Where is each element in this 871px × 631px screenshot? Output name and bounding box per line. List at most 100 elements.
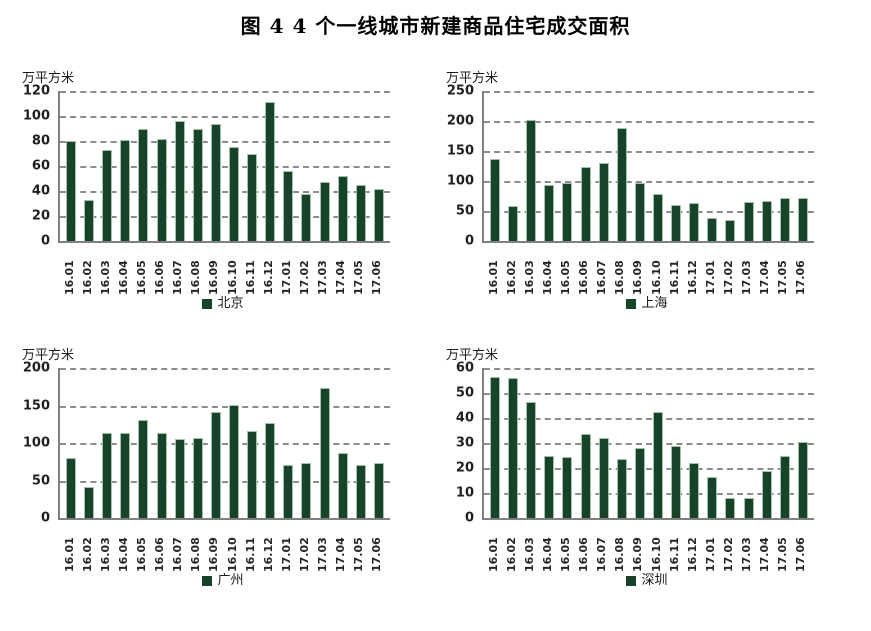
gridline	[484, 121, 814, 123]
x-tick-label: 16.01	[486, 537, 500, 572]
bar	[283, 171, 294, 241]
x-tick-label: 17.06	[794, 260, 808, 295]
bar	[743, 202, 754, 241]
bar	[562, 183, 573, 241]
bars	[60, 368, 390, 518]
x-tick-label: 17.02	[721, 260, 735, 295]
x-tick-label: 16.09	[631, 537, 645, 572]
x-tick-label: 17.03	[316, 537, 330, 572]
x-tick-label: 17.05	[352, 260, 366, 295]
legend: 上海	[482, 297, 812, 310]
x-tick-label: 17.01	[703, 537, 717, 572]
y-tick-label: 20	[455, 460, 474, 476]
x-tick-label: 16.07	[595, 260, 609, 295]
bar	[797, 441, 808, 518]
gridline	[60, 480, 390, 483]
x-tick-label: 16.10	[225, 260, 239, 295]
bar	[192, 437, 203, 518]
bar	[761, 201, 772, 241]
bar	[490, 376, 501, 518]
x-axis-labels: 16.01 16.02 16.03 16.04 16.05 16.06 16.07 16.08…	[482, 524, 812, 572]
x-tick-label: 16.06	[577, 537, 591, 572]
bar	[689, 202, 700, 241]
y-axis: 250 200 150 100 50 0	[434, 85, 482, 248]
y-tick-label: 60	[31, 158, 50, 174]
x-tick-label: 16.02	[504, 537, 518, 572]
y-tick-label: 100	[22, 108, 50, 124]
x-tick-label: 16.11	[667, 537, 681, 572]
x-tick-label: 17.01	[279, 537, 293, 572]
bar	[562, 456, 573, 518]
gridline	[484, 91, 814, 93]
plot-area	[482, 368, 814, 520]
bar	[265, 102, 276, 241]
plot-area	[482, 91, 814, 243]
gridline	[60, 216, 390, 218]
bar	[598, 163, 609, 241]
bar	[337, 452, 348, 518]
x-tick-label: 17.05	[776, 537, 790, 572]
bar	[580, 434, 591, 518]
x-tick-label: 16.04	[116, 260, 130, 295]
bar	[689, 463, 700, 518]
bar	[725, 220, 736, 241]
bar	[653, 411, 664, 518]
legend-label: 深圳	[641, 573, 668, 588]
x-tick-label: 16.05	[558, 537, 572, 572]
plot-area	[58, 91, 390, 243]
x-tick-label: 16.10	[225, 537, 239, 572]
x-tick-label: 16.01	[62, 260, 76, 295]
charts-grid: 万平方米 120 100 80 60 40 20 0 16.01 16.02 16.03 16.0…	[0, 67, 871, 587]
x-tick-label: 17.06	[370, 260, 384, 295]
y-axis: 60 50 40 30 20 10 0	[434, 362, 482, 525]
legend-swatch-icon	[626, 298, 637, 309]
legend: 广州	[58, 574, 388, 587]
bar	[797, 198, 808, 241]
x-tick-label: 16.04	[540, 260, 554, 295]
bars	[60, 91, 390, 241]
y-tick-label: 30	[455, 435, 474, 451]
bar	[761, 470, 772, 518]
x-tick-label: 17.05	[776, 260, 790, 295]
gridline	[60, 443, 390, 445]
legend-label: 广州	[217, 573, 244, 588]
bar	[120, 139, 131, 241]
bar	[779, 455, 790, 518]
legend-label: 上海	[641, 296, 668, 311]
bar	[634, 183, 645, 241]
x-tick-label: 17.02	[297, 260, 311, 295]
bar	[616, 459, 627, 518]
y-axis-unit-label: 万平方米	[446, 71, 499, 86]
x-axis-labels: 16.01 16.02 16.03 16.04 16.05 16.06 16.07 16.08…	[58, 524, 388, 572]
legend: 深圳	[482, 574, 812, 587]
bar	[319, 388, 330, 518]
bar	[319, 182, 330, 241]
legend-label: 北京	[217, 296, 244, 311]
bar	[102, 149, 113, 241]
bar	[671, 445, 682, 518]
x-tick-label: 17.03	[740, 260, 754, 295]
bar	[138, 419, 149, 518]
x-tick-label: 16.12	[261, 537, 275, 572]
x-axis-labels: 16.01 16.02 16.03 16.04 16.05 16.06 16.07 16.08…	[482, 247, 812, 295]
y-tick-label: 200	[22, 360, 50, 376]
bar	[526, 401, 537, 518]
x-tick-label: 16.01	[62, 537, 76, 572]
y-tick-label: 0	[464, 510, 474, 526]
gridline	[484, 181, 814, 183]
y-tick-label: 20	[31, 208, 50, 224]
x-tick-label: 16.08	[613, 537, 627, 572]
bar	[84, 199, 95, 241]
bar	[337, 176, 348, 241]
gridline	[60, 191, 390, 193]
bar	[707, 476, 718, 518]
x-tick-label: 17.04	[334, 260, 348, 295]
x-tick-label: 16.05	[134, 537, 148, 572]
y-axis: 200 150 100 50 0	[10, 362, 58, 525]
x-tick-label: 16.09	[631, 260, 645, 295]
chart-guangzhou: 万平方米 200 150 100 50 0 16.01 16.02 16.03 16.04 16…	[10, 344, 410, 587]
x-tick-label: 17.06	[370, 537, 384, 572]
x-tick-label: 16.02	[504, 260, 518, 295]
bar	[598, 438, 609, 518]
bar	[355, 184, 366, 241]
